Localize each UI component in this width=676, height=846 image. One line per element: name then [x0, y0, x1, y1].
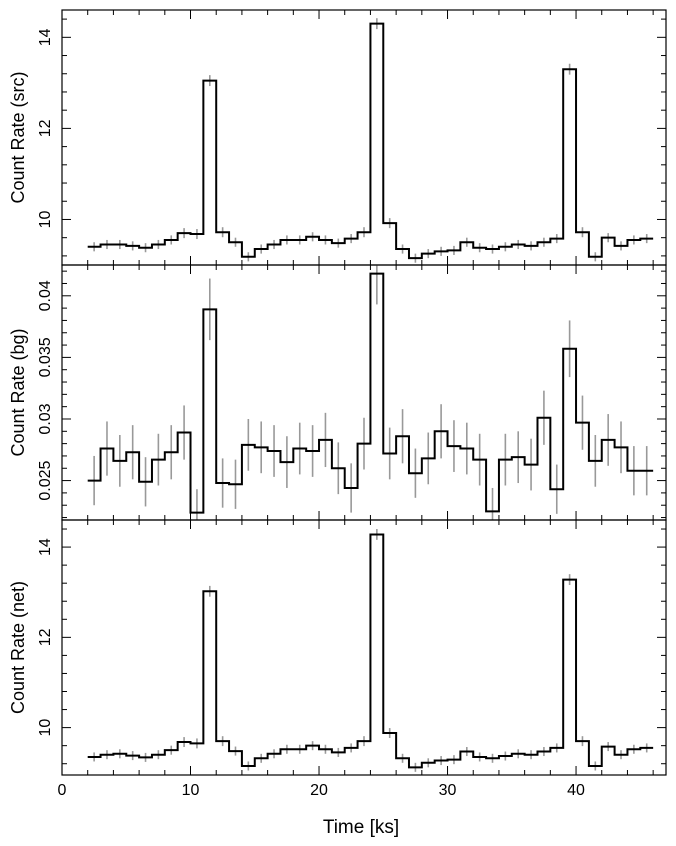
y-axis-label: Count Rate (net): [8, 581, 28, 714]
series-step-line: [87, 272, 654, 514]
x-tick-label: 0: [58, 782, 67, 799]
y-axis-label: Count Rate (src): [8, 71, 28, 203]
y-tick-label: 10: [37, 210, 54, 228]
x-tick-label: 10: [182, 782, 200, 799]
y-tick-label: 0.04: [37, 280, 54, 311]
x-tick-label: 30: [439, 782, 457, 799]
plot-area: [87, 265, 654, 520]
series-step-line: [87, 533, 654, 769]
series-step-line: [87, 22, 654, 260]
y-tick-label: 14: [37, 28, 54, 46]
x-axis-label: Time [ks]: [323, 817, 399, 838]
plot-area: [87, 529, 654, 772]
y-axis-label: Count Rate (bg): [8, 328, 28, 456]
x-tick-label: 20: [310, 782, 328, 799]
y-tick-label: 14: [37, 538, 54, 556]
y-tick-label: 0.035: [37, 337, 54, 377]
y-tick-label: 0.03: [37, 403, 54, 434]
panel-source: 10 12 14 Count Rate (src): [8, 9, 667, 266]
panel-net: 10 12 14 Count Rate (net) 0 10 20 30 40: [8, 519, 667, 799]
plot-frame: [61, 519, 667, 776]
y-tick-label: 10: [37, 719, 54, 737]
y-tick-label: 12: [37, 628, 54, 646]
y-tick-label: 12: [37, 119, 54, 137]
x-tick-label: 40: [567, 782, 585, 799]
y-tick-label: 0.025: [37, 460, 54, 500]
panel-background: 0.025 0.03 0.035 0.04 Count Rate (bg): [8, 264, 667, 521]
plot-area: [87, 18, 654, 263]
